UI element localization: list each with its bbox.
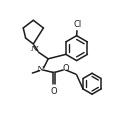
Text: N: N <box>30 45 38 53</box>
Text: O: O <box>51 87 57 96</box>
Text: N: N <box>36 66 44 73</box>
Text: O: O <box>62 64 69 73</box>
Text: Cl: Cl <box>73 20 81 29</box>
